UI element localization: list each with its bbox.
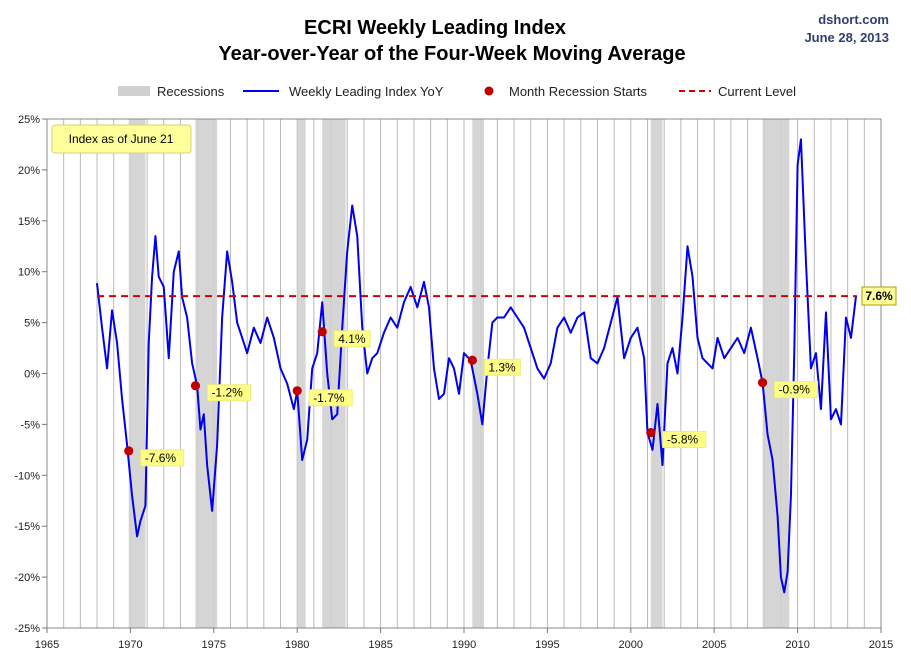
x-tick-label: 1995 bbox=[535, 639, 559, 651]
axes: 25% 20% 15% 10% 5% 0% -5% -10% -15% -20% -25% 1965 1… bbox=[14, 114, 893, 651]
x-tick-label: 1990 bbox=[452, 639, 476, 651]
recession-band bbox=[472, 119, 485, 628]
recession-start-marker bbox=[317, 327, 327, 337]
recession-start-label-box bbox=[308, 389, 353, 407]
x-tick-label: 2005 bbox=[702, 639, 726, 651]
legend-start-swatch bbox=[484, 86, 494, 96]
legend: Recessions Weekly Leading Index YoY Mont… bbox=[118, 84, 796, 99]
current-label-group: 7.6% bbox=[861, 286, 897, 306]
index-note-box bbox=[51, 124, 192, 154]
index-note-text: Index as of June 21 bbox=[69, 132, 174, 146]
recession-start-label: 1.3% bbox=[488, 360, 516, 374]
y-tick-label: -15% bbox=[14, 521, 40, 533]
recession-band bbox=[322, 119, 346, 628]
recession-start-label-box bbox=[206, 384, 251, 402]
series-line bbox=[96, 138, 857, 594]
y-tick-label: -25% bbox=[14, 623, 40, 635]
x-tick-label: 2000 bbox=[619, 639, 643, 651]
x-tick-label: 1965 bbox=[35, 639, 59, 651]
y-tick-label: 0% bbox=[24, 369, 40, 381]
recession-start-marker bbox=[467, 355, 477, 365]
current-label: 7.6% bbox=[865, 289, 893, 303]
recession-bands bbox=[128, 119, 790, 628]
recession-start-label-box bbox=[774, 381, 819, 399]
recession-band bbox=[128, 119, 146, 628]
y-tick-label: 20% bbox=[18, 165, 40, 177]
y-tick-label: 10% bbox=[18, 267, 40, 279]
x-tick-label: 1975 bbox=[202, 639, 226, 651]
recession-band bbox=[762, 119, 790, 628]
x-tick-label: 2010 bbox=[785, 639, 809, 651]
legend-recessions: Recessions bbox=[157, 84, 225, 99]
legend-recession-swatch bbox=[118, 86, 150, 96]
current-label-box bbox=[861, 286, 897, 306]
recession-start-marker bbox=[757, 378, 768, 388]
recession-start-label: 4.1% bbox=[338, 332, 366, 346]
legend-current: Current Level bbox=[718, 84, 796, 99]
legend-series: Weekly Leading Index YoY bbox=[289, 84, 444, 99]
recession-start-label: -1.2% bbox=[211, 386, 243, 400]
chart-subtitle: Year-over-Year of the Four-Week Moving A… bbox=[218, 43, 685, 65]
series bbox=[96, 138, 857, 594]
chart-title: ECRI Weekly Leading Index bbox=[304, 17, 566, 39]
recession-start-marker bbox=[190, 381, 201, 391]
y-tick-label: 5% bbox=[24, 318, 40, 330]
recession-start-label-box bbox=[483, 358, 521, 376]
legend-starts: Month Recession Starts bbox=[509, 84, 648, 99]
x-tick-label: 1970 bbox=[118, 639, 142, 651]
recession-start-label: -1.7% bbox=[313, 391, 345, 405]
recession-start-label: -0.9% bbox=[779, 383, 811, 397]
index-note: Index as of June 21 bbox=[51, 124, 192, 154]
y-tick-label: -10% bbox=[14, 470, 40, 482]
y-tick-label: 15% bbox=[18, 216, 40, 228]
recession-start-label-box bbox=[333, 330, 371, 348]
recession-start-marker bbox=[124, 446, 134, 456]
recession-start-marker bbox=[292, 386, 302, 396]
recession-start-markers: -7.6% -1.2% -1.7% 4.1% 1.3% -5.8% -0.9% bbox=[124, 327, 819, 467]
x-tick-label: 1980 bbox=[285, 639, 309, 651]
x-tick-label: 1985 bbox=[368, 639, 392, 651]
recession-band bbox=[195, 119, 218, 628]
recession-start-marker bbox=[646, 427, 656, 438]
recession-start-label-box bbox=[662, 431, 707, 449]
recession-start-label: -7.6% bbox=[145, 451, 177, 465]
x-tick-label: 2015 bbox=[869, 639, 893, 651]
y-tick-label: -20% bbox=[14, 572, 40, 584]
y-tick-label: 25% bbox=[18, 114, 40, 126]
recession-band bbox=[650, 119, 663, 628]
recession-start-label: -5.8% bbox=[667, 433, 699, 447]
recession-band bbox=[297, 119, 306, 628]
y-tick-label: -5% bbox=[20, 419, 40, 431]
date-label: June 28, 2013 bbox=[804, 30, 889, 45]
recession-start-label-box bbox=[140, 449, 185, 467]
source-label: dshort.com bbox=[818, 12, 889, 27]
